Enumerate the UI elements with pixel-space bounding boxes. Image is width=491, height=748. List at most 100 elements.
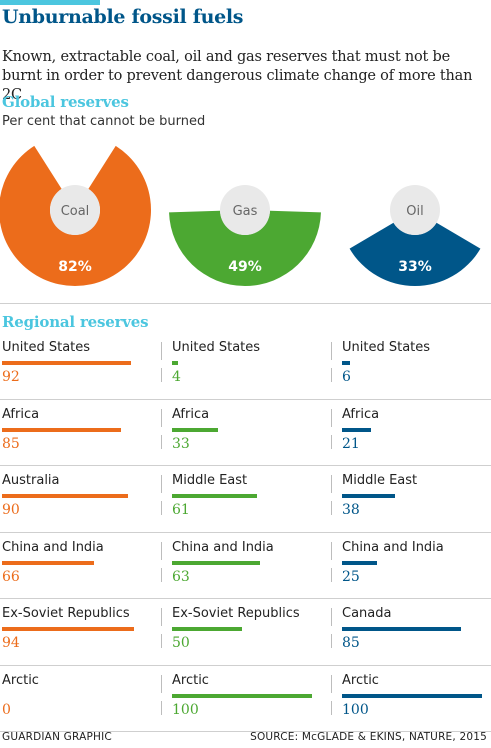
pie-center-gas	[220, 185, 270, 235]
column-divider	[161, 408, 162, 427]
section-divider	[0, 303, 491, 304]
column-divider	[161, 567, 162, 582]
region-cell-gas: China and India 63	[170, 538, 320, 598]
region-cell-gas: Africa 33	[170, 405, 320, 465]
region-value: 92	[2, 369, 20, 385]
column-divider	[331, 475, 332, 493]
region-cell-gas: Middle East 61	[170, 471, 320, 531]
column-divider	[161, 368, 162, 382]
region-name: Africa	[2, 406, 40, 422]
pie-value-gas: 49%	[228, 259, 262, 275]
column-divider	[161, 541, 162, 560]
region-value: 25	[342, 568, 360, 585]
region-name: China and India	[342, 539, 444, 555]
region-cell-oil: United States 6	[340, 338, 490, 398]
region-bar	[342, 361, 351, 365]
region-value: 94	[2, 635, 20, 651]
region-value: 61	[172, 502, 190, 518]
pie-label-coal: Coal	[61, 204, 90, 219]
region-value: 38	[342, 502, 360, 518]
region-value: 63	[172, 568, 190, 585]
graphic-credit: GUARDIAN GRAPHIC	[2, 731, 112, 743]
region-cell-oil: Africa 21	[340, 405, 490, 465]
column-divider	[331, 541, 332, 560]
region-bar	[172, 427, 219, 432]
pie-slice-coal	[0, 145, 151, 286]
region-bar	[172, 494, 258, 498]
region-name: United States	[2, 340, 91, 355]
region-value: 6	[342, 369, 351, 385]
region-bar	[342, 494, 396, 498]
pie-value-oil: 33%	[398, 259, 432, 275]
region-name: Ex-Soviet Republics	[172, 606, 300, 621]
region-cell-coal: United States 92	[0, 338, 150, 398]
region-name: Australia	[2, 473, 60, 488]
region-bar	[2, 361, 131, 365]
column-divider	[331, 342, 332, 360]
pie-value-coal: 82%	[58, 259, 92, 275]
region-cell-coal: Arctic 0	[0, 671, 150, 731]
region-cell-oil: China and India 25	[340, 538, 490, 598]
region-name: Ex-Soviet Republics	[2, 606, 130, 621]
region-value: 4	[172, 369, 181, 385]
region-bar	[172, 361, 178, 365]
page-title: Unburnable fossil fuels	[2, 6, 244, 28]
region-value: 50	[172, 635, 190, 651]
column-divider	[331, 408, 332, 427]
column-divider	[331, 368, 332, 382]
column-divider	[331, 634, 332, 648]
column-divider	[161, 608, 162, 626]
region-value: 0	[2, 701, 11, 718]
region-name: China and India	[2, 539, 104, 555]
region-bar	[342, 560, 377, 565]
column-divider	[331, 567, 332, 582]
column-divider	[331, 674, 332, 693]
pie-label-oil: Oil	[406, 204, 423, 219]
column-divider	[331, 501, 332, 515]
column-divider	[161, 700, 162, 715]
region-value: 21	[342, 435, 360, 452]
region-cell-oil: Middle East 38	[340, 471, 490, 531]
regional-reserves-heading: Regional reserves	[2, 313, 149, 331]
region-name: Arctic	[342, 672, 379, 688]
region-value: 100	[172, 701, 199, 718]
region-bar	[172, 693, 312, 698]
region-value: 33	[172, 435, 190, 452]
region-name: Middle East	[342, 473, 418, 488]
column-divider	[161, 674, 162, 693]
column-divider	[331, 608, 332, 626]
column-divider	[161, 501, 162, 515]
region-bar	[172, 627, 242, 631]
region-bar	[172, 560, 261, 565]
region-cell-coal: Ex-Soviet Republics 94	[0, 604, 150, 664]
column-divider	[161, 342, 162, 360]
pie-label-gas: Gas	[233, 204, 258, 219]
column-divider	[161, 475, 162, 493]
global-reserves-chart: Coal 82% Gas 49% Oil 33%	[0, 145, 481, 286]
region-cell-gas: Ex-Soviet Republics 50	[170, 604, 320, 664]
column-divider	[161, 434, 162, 449]
region-name: Canada	[342, 606, 392, 621]
accent-bar	[0, 0, 100, 5]
region-value: 66	[2, 568, 20, 585]
row-divider	[0, 465, 491, 466]
region-cell-oil: Arctic 100	[340, 671, 490, 731]
region-cell-coal: Africa 85	[0, 405, 150, 465]
region-cell-coal: China and India 66	[0, 538, 150, 598]
region-bar	[2, 427, 121, 432]
row-divider	[0, 731, 491, 732]
global-reserves-heading: Global reserves	[2, 93, 129, 111]
region-name: United States	[342, 340, 431, 355]
region-cell-gas: United States 4	[170, 338, 320, 398]
global-reserves-note: Per cent that cannot be burned	[2, 114, 206, 129]
region-bar	[342, 627, 461, 631]
source-note: SOURCE: McGLADE & EKINS, NATURE, 2015	[250, 731, 487, 743]
region-name: Arctic	[172, 672, 209, 688]
region-cell-oil: Canada 85	[340, 604, 490, 664]
row-divider	[0, 531, 491, 533]
row-divider	[0, 664, 491, 666]
region-bar	[342, 693, 482, 698]
region-bar	[2, 627, 134, 631]
column-divider	[331, 434, 332, 449]
region-name: United States	[172, 340, 261, 355]
